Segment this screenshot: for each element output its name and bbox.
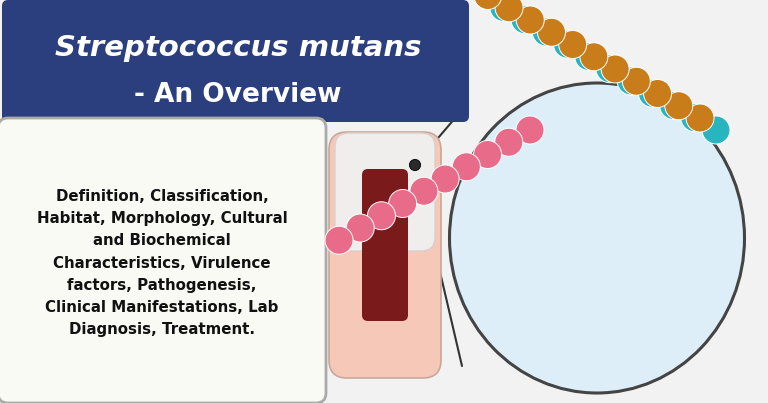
Text: - An Overview: - An Overview [134,82,342,108]
Circle shape [516,116,544,144]
Circle shape [665,92,693,120]
Circle shape [431,165,459,193]
FancyBboxPatch shape [335,133,435,251]
Ellipse shape [449,83,744,393]
Text: Streptococcus mutans: Streptococcus mutans [55,34,422,62]
Circle shape [622,67,650,95]
Circle shape [574,42,603,71]
Circle shape [495,0,523,22]
Circle shape [474,141,502,168]
Circle shape [474,0,502,10]
Circle shape [511,6,539,34]
Circle shape [644,79,671,108]
Circle shape [516,6,545,34]
Circle shape [490,0,518,21]
Circle shape [702,116,730,144]
Circle shape [580,43,608,71]
FancyBboxPatch shape [0,118,326,403]
Circle shape [346,214,374,242]
Circle shape [389,189,417,218]
Circle shape [554,30,581,58]
Text: Definition, Classification,
Habitat, Morphology, Cultural
and Biochemical
Charac: Definition, Classification, Habitat, Mor… [37,189,287,337]
Circle shape [617,67,645,95]
Circle shape [686,104,714,132]
Circle shape [538,18,565,46]
Circle shape [680,104,709,132]
Circle shape [596,55,624,83]
FancyBboxPatch shape [2,0,469,122]
Circle shape [638,79,667,107]
Circle shape [495,128,523,156]
FancyBboxPatch shape [362,169,408,321]
Circle shape [409,160,421,170]
Circle shape [660,91,687,120]
Circle shape [601,55,629,83]
Circle shape [452,153,480,181]
Circle shape [410,177,438,205]
Circle shape [532,18,561,46]
Circle shape [558,31,587,58]
Circle shape [325,226,353,254]
FancyBboxPatch shape [329,132,441,378]
Circle shape [367,202,396,230]
